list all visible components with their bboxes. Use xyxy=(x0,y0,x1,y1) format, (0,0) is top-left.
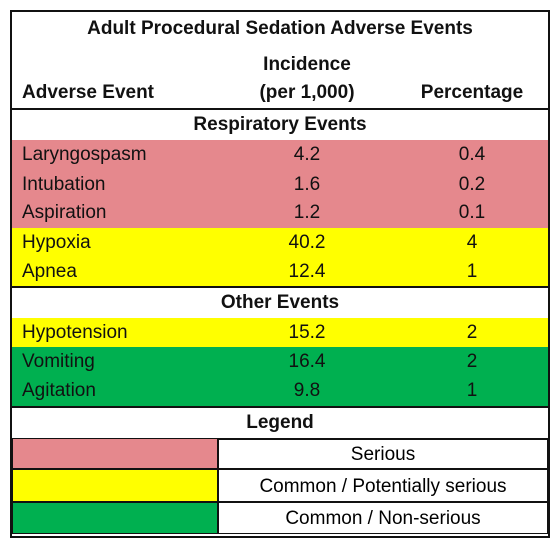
cell: 4.2 xyxy=(293,144,321,165)
cell: 2 xyxy=(466,322,478,343)
cell: Vomiting xyxy=(22,351,95,372)
cell: 0.2 xyxy=(458,174,486,195)
row: Laryngospasm 4.2 0.4 xyxy=(12,140,548,170)
header-row: Adverse Event Incidence (per 1,000) Perc… xyxy=(12,50,548,108)
table-frame xyxy=(10,10,550,538)
section-title: Other Events xyxy=(12,286,548,320)
cell: 1 xyxy=(466,261,478,282)
legend-swatch xyxy=(12,502,218,534)
header-cell: (per 1,000) xyxy=(259,82,355,103)
cell: Hypoxia xyxy=(22,232,91,253)
cell: Agitation xyxy=(22,380,96,401)
cell: 15.2 xyxy=(288,322,326,343)
header-cell: Adverse Event xyxy=(22,82,155,103)
cell: 0.1 xyxy=(458,202,486,223)
row: Hypotension 15.2 2 xyxy=(12,318,548,348)
legend-swatch xyxy=(12,469,218,502)
cell: Apnea xyxy=(22,261,77,282)
row: Vomiting 16.4 2 xyxy=(12,347,548,377)
cell: 1.6 xyxy=(293,174,321,195)
cell: Aspiration xyxy=(22,202,107,223)
row: Hypoxia 40.2 4 xyxy=(12,228,548,258)
row: Agitation 9.8 1 xyxy=(12,376,548,406)
cell: 40.2 xyxy=(288,232,326,253)
cell: 16.4 xyxy=(288,351,326,372)
legend-swatch xyxy=(12,438,218,469)
row: Intubation 1.6 0.2 xyxy=(12,170,548,200)
section-title: Respiratory Events xyxy=(12,108,548,142)
cell: 1.2 xyxy=(293,202,321,223)
legend-label: Serious xyxy=(218,438,548,469)
legend-label: Common / Non-serious xyxy=(218,502,548,534)
header-cell: Incidence xyxy=(263,54,351,75)
table-title: Adult Procedural Sedation Adverse Events xyxy=(87,18,473,39)
row: Aspiration 1.2 0.1 xyxy=(12,198,548,228)
cell: Hypotension xyxy=(22,322,128,343)
cell: 2 xyxy=(466,351,478,372)
cell: 0.4 xyxy=(458,144,486,165)
legend-label: Common / Potentially serious xyxy=(218,469,548,502)
cell: 1 xyxy=(466,380,478,401)
cell: 12.4 xyxy=(288,261,326,282)
cell: Intubation xyxy=(22,174,106,195)
legend-title: Legend xyxy=(12,406,548,440)
header-cell: Percentage xyxy=(420,82,524,103)
cell: Laryngospasm xyxy=(22,144,147,165)
cell: 9.8 xyxy=(293,380,321,401)
row: Apnea 12.4 1 xyxy=(12,257,548,287)
cell: 4 xyxy=(466,232,478,253)
